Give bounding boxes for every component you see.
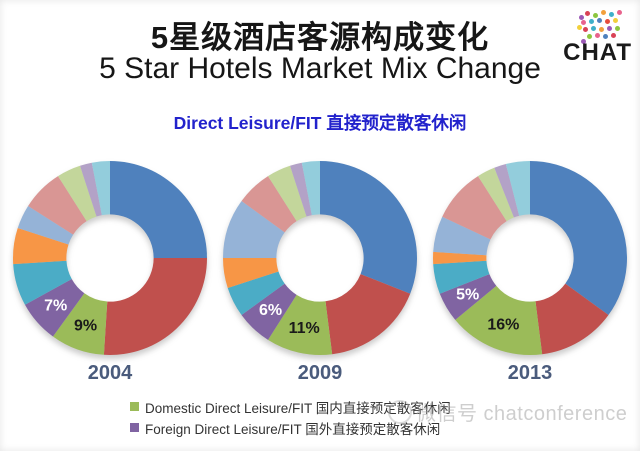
page-title-zh: 5星级酒店客源构成变化 [150, 20, 490, 55]
page-title-en: 5 Star Hotels Market Mix Change [99, 52, 541, 85]
chat-logo-text: CHAT [563, 39, 632, 66]
legend-label: Domestic Direct Leisure/FIT 国内直接预定散客休闲 [145, 400, 451, 416]
donut-segment-unlabeled-orange [223, 258, 279, 288]
donut-segment-unlabeled-light-blue [17, 206, 74, 245]
donut-segment-unlabeled-teal [13, 260, 72, 305]
donut-chart-2004: 9% 7% 2004 [10, 158, 210, 385]
donut-2004: 9% 7% [12, 161, 207, 356]
segment-percent-label: 5% [456, 286, 479, 303]
segment-percent-label: 6% [259, 302, 282, 319]
donut-segment-unlabeled-blue [530, 161, 627, 316]
donut-segment-unlabeled-light-cyan [91, 161, 110, 216]
donut-segment-unlabeled-salmon [241, 176, 297, 233]
year-label: 2013 [507, 362, 553, 384]
donut-segment-domestic-direct-leisure-fit [455, 285, 543, 356]
donut-segment-unlabeled-light-purple [494, 164, 520, 218]
donut-segment-unlabeled-orange [12, 228, 69, 265]
donut-2013: 16% 5% [432, 161, 627, 356]
year-label: 2004 [87, 362, 133, 384]
segment-percent-label: 7% [44, 297, 67, 314]
legend-item-foreign: Foreign Direct Leisure/FIT 国外直接预定散客休闲 [130, 417, 451, 438]
segment-percent-label: 9% [74, 318, 97, 335]
legend: Domestic Direct Leisure/FIT 国内直接预定散客休闲 F… [130, 396, 451, 438]
donut-2009: 11% 6% [223, 161, 418, 356]
donut-segment-unlabeled-salmon [442, 176, 507, 240]
donut-segment-foreign-direct-leisure-fit [439, 274, 497, 320]
donut-segment-unlabeled-red [103, 258, 207, 356]
donut-segment-unlabeled-light-green [268, 165, 307, 222]
donut-segment-unlabeled-light-blue [433, 216, 491, 256]
donut-segment-unlabeled-light-green [478, 167, 514, 222]
donut-segment-unlabeled-teal [433, 260, 490, 294]
chart-group-subtitle: Direct Leisure/FIT 直接预定散客休闲 [173, 113, 467, 133]
segment-percent-label: 11% [289, 320, 320, 337]
donut-segment-unlabeled-light-cyan [505, 161, 530, 216]
donut-segment-domestic-direct-leisure-fit [52, 293, 108, 355]
year-label: 2009 [297, 362, 343, 384]
donut-segment-unlabeled-light-cyan [301, 161, 320, 216]
legend-swatch-purple-icon [130, 423, 139, 432]
legend-swatch-green-icon [130, 402, 139, 411]
donut-segment-foreign-direct-leisure-fit [241, 283, 297, 340]
donut-segment-unlabeled-red [535, 283, 609, 355]
donut-chart-2009: 11% 6% 2009 [220, 158, 420, 385]
segment-percent-label: 16% [487, 317, 519, 334]
donut-segment-unlabeled-light-purple [290, 162, 312, 217]
donut-segment-unlabeled-teal [227, 271, 285, 316]
donut-segment-unlabeled-light-blue [223, 200, 285, 258]
charts-row: 9% 7% 2004 11% 6% 2009 16% 5% 2013 [0, 158, 640, 385]
donut-segment-unlabeled-blue [110, 161, 207, 258]
chat-logo-speech-bubble-icon [617, 10, 622, 15]
donut-segment-unlabeled-red [325, 274, 411, 355]
legend-item-domestic: Domestic Direct Leisure/FIT 国内直接预定散客休闲 [130, 396, 451, 417]
chat-logo: CHAT [554, 5, 634, 67]
donut-segment-unlabeled-salmon [28, 176, 87, 235]
donut-segment-unlabeled-light-green [58, 165, 97, 222]
donut-segment-unlabeled-light-purple [80, 162, 102, 217]
donut-segment-unlabeled-blue [320, 161, 418, 294]
donut-segment-foreign-direct-leisure-fit [25, 279, 85, 337]
donut-segment-domestic-direct-leisure-fit [268, 294, 333, 356]
donut-segment-unlabeled-orange [432, 251, 487, 265]
donut-chart-2013: 16% 5% 2013 [430, 158, 630, 385]
legend-label: Foreign Direct Leisure/FIT 国外直接预定散客休闲 [145, 421, 441, 437]
